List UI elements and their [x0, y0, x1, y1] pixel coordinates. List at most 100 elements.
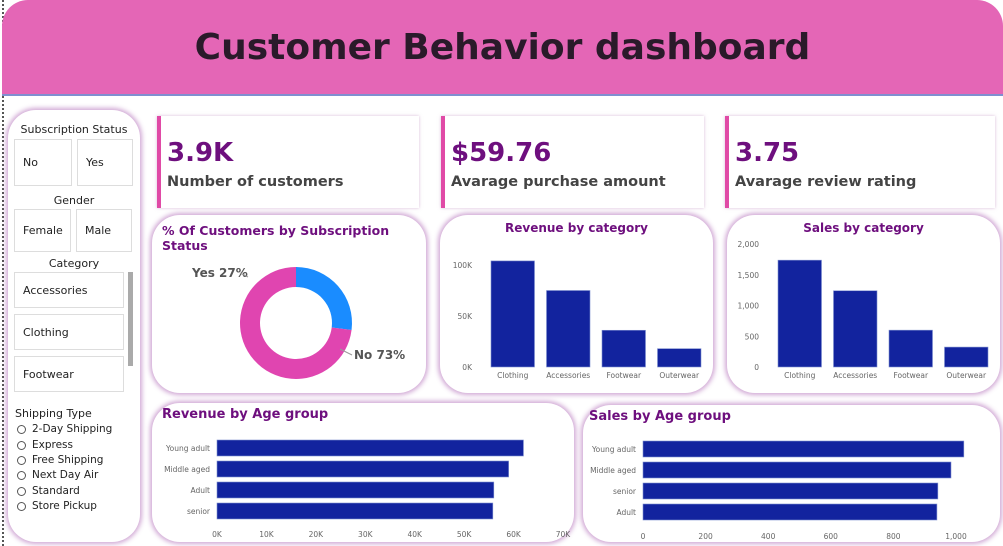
- shipping-slicer-title: Shipping Type: [15, 407, 92, 420]
- sales-by-category-chart: Sales by category 0 500 1,000 1,500 2,000 Clo…: [727, 215, 1000, 393]
- header-banner: Customer Behavior dashboard: [2, 0, 1003, 96]
- radio-icon: [17, 424, 26, 434]
- x-tick-label: 30K: [358, 530, 374, 539]
- bar-footwear: [888, 329, 933, 368]
- x-tick-label: 800: [886, 532, 901, 541]
- x-tick-label: 20K: [309, 530, 325, 539]
- radio-icon: [17, 501, 26, 511]
- chart-title: Revenue by Age group: [162, 407, 329, 422]
- bar-footwear: [601, 329, 646, 368]
- radio-express[interactable]: Express: [17, 439, 73, 451]
- y-tick-label: senior: [187, 507, 211, 516]
- radio-label: Next Day Air: [32, 469, 99, 481]
- radio-icon: [17, 440, 26, 450]
- donut-label-no: No 73%: [354, 348, 405, 362]
- radio-label: Standard: [32, 485, 80, 497]
- radio-next-day-air[interactable]: Next Day Air: [17, 469, 98, 481]
- x-tick-label: 40K: [407, 530, 423, 539]
- filter-panel: Subscription Status No Yes Gender Female…: [8, 110, 140, 542]
- category-scrollbar[interactable]: [128, 272, 133, 366]
- slicer-option-footwear[interactable]: Footwear: [14, 356, 124, 392]
- donut-slice-yes: [296, 267, 352, 331]
- bar-senior: [642, 482, 939, 500]
- slicer-option-accessories[interactable]: Accessories: [14, 272, 124, 308]
- slicer-option-yes[interactable]: Yes: [77, 139, 133, 186]
- slicer-option-no[interactable]: No: [14, 139, 72, 186]
- radio-label: Free Shipping: [32, 454, 104, 466]
- kpi-card-customers: 3.9K Number of customers: [157, 116, 419, 208]
- category-slicer-title: Category: [48, 257, 100, 270]
- kpi-card-purchase-amount: $59.76 Avarage purchase amount: [441, 116, 704, 208]
- y-tick-label: 50K: [458, 312, 474, 321]
- radio-label: Store Pickup: [32, 500, 97, 512]
- bar-outerwear: [944, 346, 989, 368]
- x-tick-label: 0: [641, 532, 646, 541]
- x-tick-label: Accessories: [546, 371, 590, 380]
- x-tick-label: 600: [824, 532, 839, 541]
- y-tick-label: 1,000: [738, 302, 760, 311]
- y-tick-label: Adult: [190, 486, 210, 495]
- x-tick-label: 1,000: [945, 532, 967, 541]
- chart-title: Sales by category: [803, 221, 924, 235]
- leader-line: [339, 348, 353, 356]
- y-tick-label: Middle aged: [590, 466, 636, 475]
- x-tick-label: 50K: [457, 530, 473, 539]
- radio-icon: [17, 486, 26, 496]
- kpi-label: Avarage review rating: [735, 174, 917, 190]
- kpi-value: 3.9K: [167, 138, 234, 168]
- x-tick-label: Footwear: [606, 371, 642, 380]
- y-tick-label: Young adult: [165, 444, 210, 453]
- radio-icon: [17, 455, 26, 465]
- x-tick-label: Outerwear: [659, 371, 700, 380]
- bar-young-adult: [216, 439, 524, 457]
- bar-accessories: [546, 290, 591, 368]
- radio-2-day-shipping[interactable]: 2-Day Shipping: [17, 423, 112, 435]
- x-tick-label: 0K: [212, 530, 223, 539]
- kpi-card-review-rating: 3.75 Avarage review rating: [725, 116, 995, 208]
- radio-icon: [17, 470, 26, 480]
- revenue-by-age-chart: Revenue by Age group Young adult Middle a…: [152, 403, 574, 542]
- x-tick-label: Outerwear: [946, 371, 987, 380]
- x-tick-label: Clothing: [784, 371, 815, 380]
- bar-clothing: [490, 260, 535, 368]
- x-tick-label: 10K: [259, 530, 275, 539]
- kpi-label: Number of customers: [167, 174, 344, 190]
- kpi-label: Avarage purchase amount: [451, 174, 666, 190]
- kpi-value: $59.76: [451, 138, 552, 168]
- chart-title: Sales by Age group: [589, 409, 731, 424]
- x-tick-label: Clothing: [497, 371, 528, 380]
- radio-standard[interactable]: Standard: [17, 485, 80, 497]
- bar-accessories: [833, 290, 878, 368]
- chart-title: Revenue by category: [505, 221, 648, 235]
- y-tick-label: 500: [745, 332, 760, 341]
- y-tick-label: Young adult: [591, 445, 636, 454]
- donut-label-yes: Yes 27%: [191, 266, 248, 280]
- subscription-donut-chart: % Of Customers by Subscription Status Ye…: [152, 215, 426, 393]
- slicer-option-clothing[interactable]: Clothing: [14, 314, 124, 350]
- y-tick-label: Middle aged: [164, 465, 210, 474]
- y-tick-label: senior: [613, 487, 637, 496]
- y-tick-label: 0K: [462, 363, 473, 372]
- gender-slicer-title: Gender: [53, 194, 95, 207]
- radio-label: 2-Day Shipping: [32, 423, 113, 435]
- x-tick-label: 400: [761, 532, 776, 541]
- y-tick-label: Adult: [616, 508, 636, 517]
- x-tick-label: Footwear: [893, 371, 929, 380]
- x-tick-label: Accessories: [833, 371, 877, 380]
- radio-free-shipping[interactable]: Free Shipping: [17, 454, 103, 466]
- revenue-by-category-chart: Revenue by category 0K 50K 100K Clothing Acc…: [440, 215, 713, 393]
- donut-slice-no: [240, 267, 352, 379]
- bar-senior: [216, 502, 494, 520]
- radio-label: Express: [32, 439, 74, 451]
- y-tick-label: 1,500: [738, 271, 760, 280]
- slicer-option-male[interactable]: Male: [76, 209, 132, 252]
- subscription-slicer-title: Subscription Status: [20, 123, 128, 136]
- slicer-option-female[interactable]: Female: [14, 209, 71, 252]
- radio-store-pickup[interactable]: Store Pickup: [17, 500, 97, 512]
- chart-title: % Of Customers by Subscription Status: [162, 223, 390, 253]
- x-tick-label: 60K: [506, 530, 522, 539]
- page-border: [2, 0, 4, 546]
- y-tick-label: 100K: [453, 261, 473, 270]
- y-tick-label: 0: [754, 363, 759, 372]
- bar-adult: [642, 503, 938, 521]
